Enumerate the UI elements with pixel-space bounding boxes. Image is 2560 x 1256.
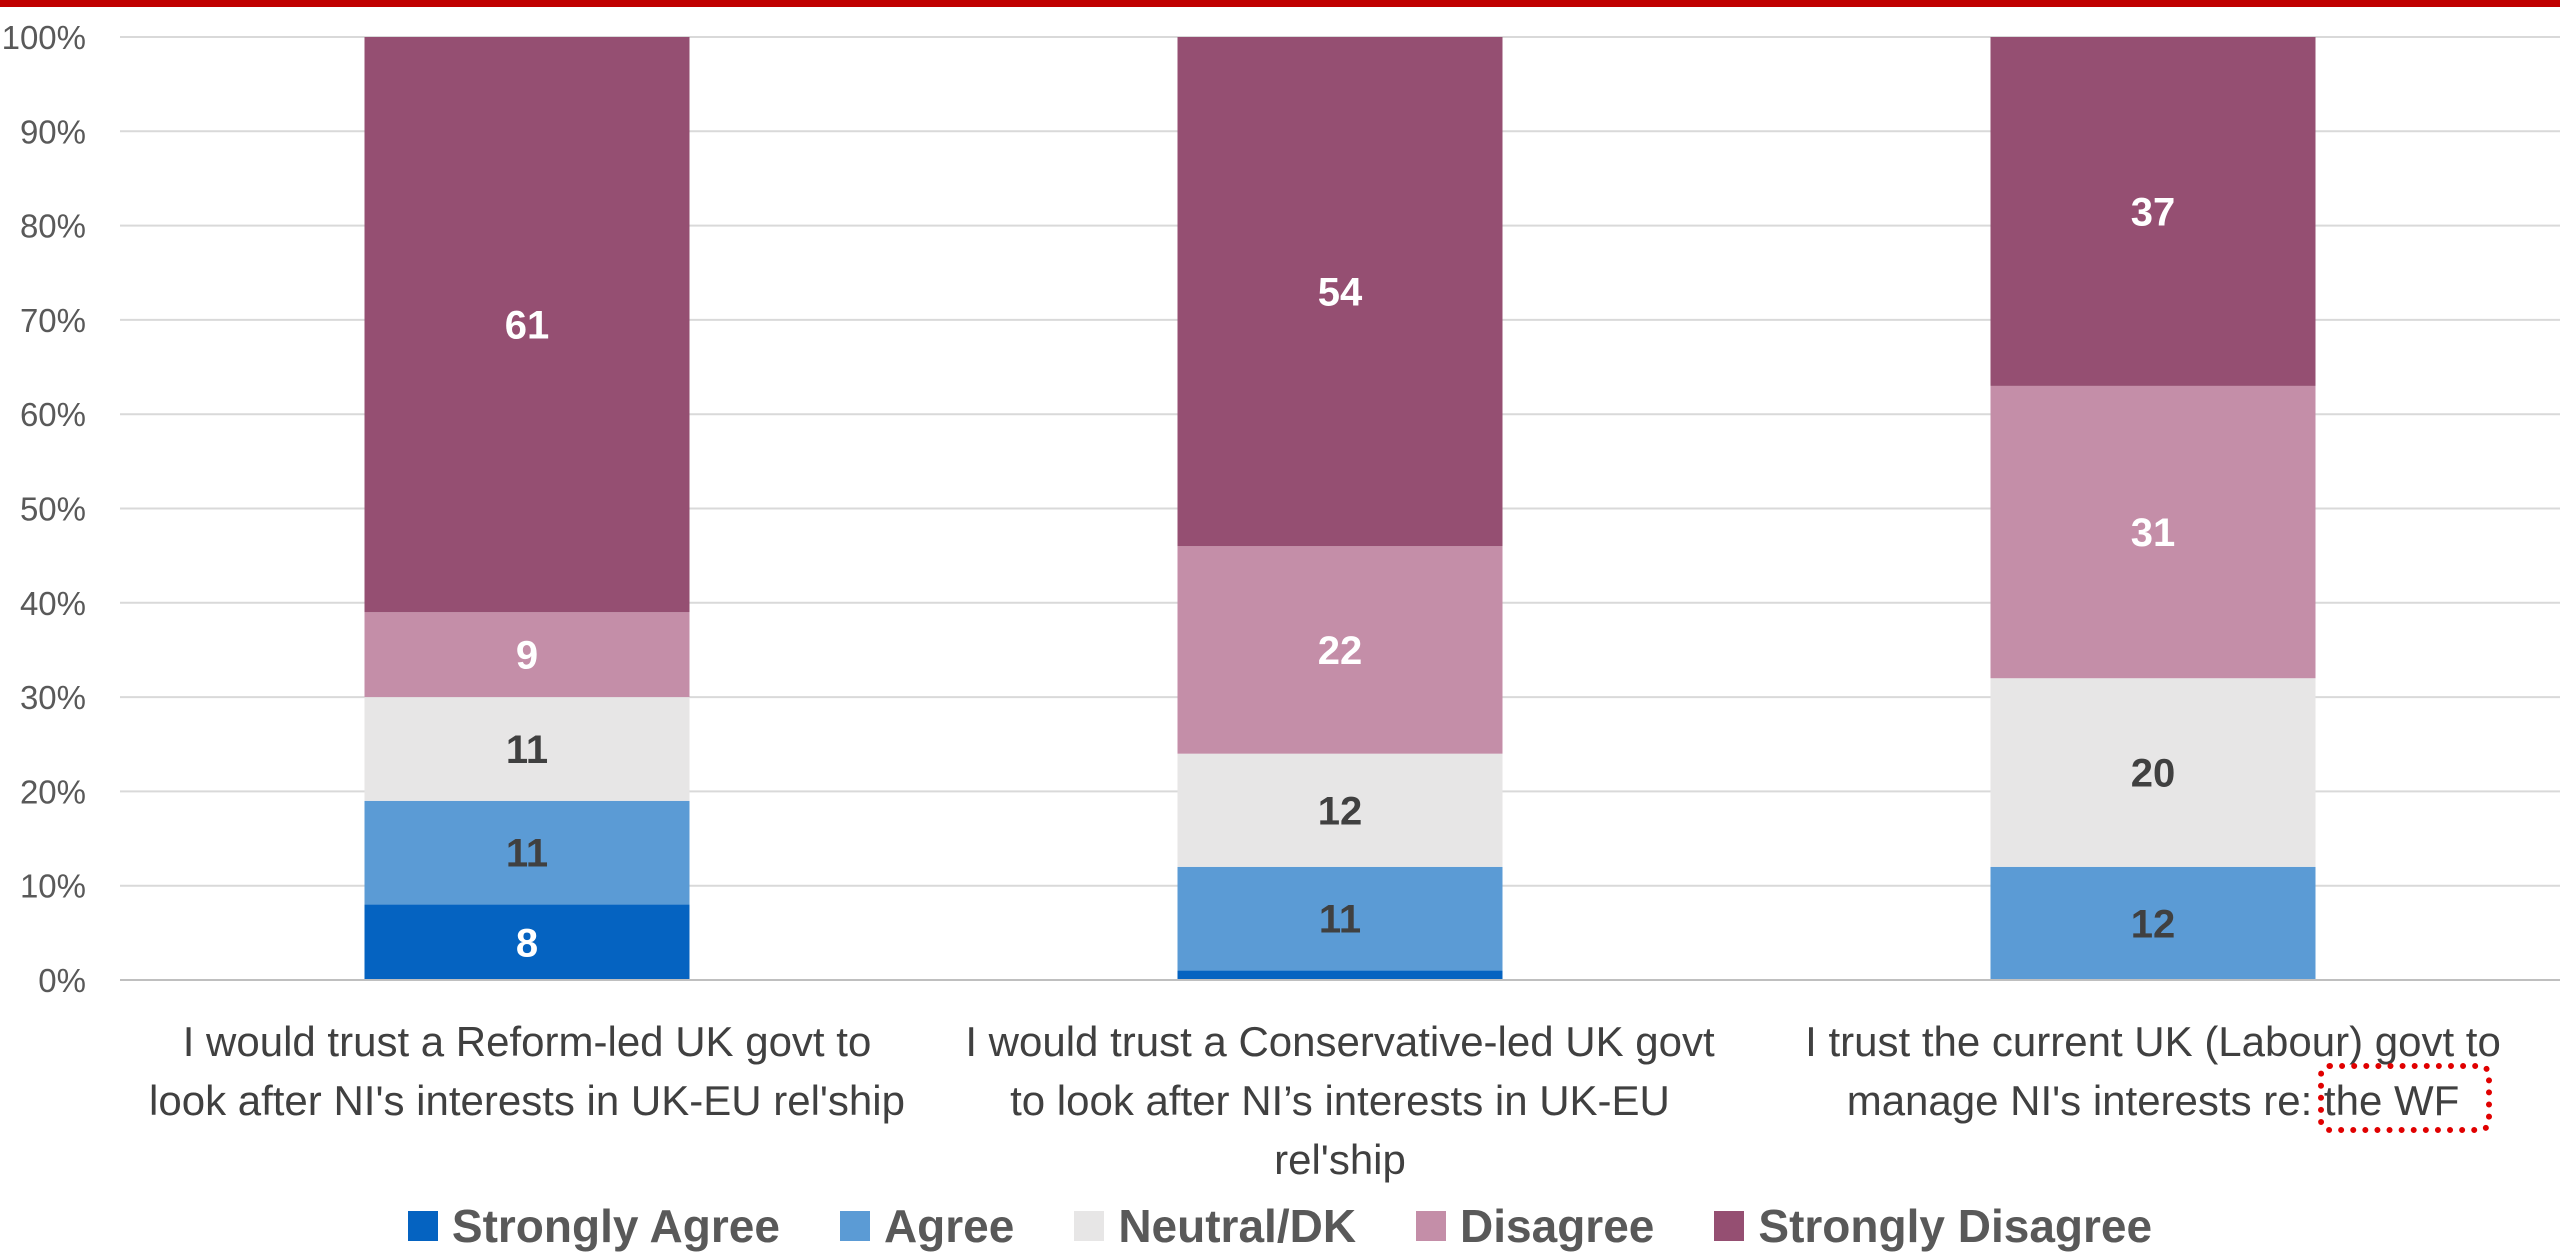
category-label: I would trust a Conservative-led UK govt: [965, 1018, 1715, 1065]
category-label: I would trust a Reform-led UK govt to: [183, 1018, 872, 1065]
legend-label-disagree: Disagree: [1460, 1200, 1655, 1252]
y-tick-label: 90%: [20, 113, 86, 150]
data-label: 61: [505, 304, 550, 348]
legend-label-strongly-disagree: Strongly Disagree: [1758, 1200, 2153, 1252]
top-accent-bar: [0, 0, 2560, 7]
y-tick-label: 100%: [2, 19, 86, 56]
y-tick-label: 0%: [38, 962, 86, 999]
bar-segment: [1177, 546, 1503, 754]
legend-label-strongly-agree: Strongly Agree: [451, 1200, 780, 1252]
legend-label-agree: Agree: [883, 1200, 1015, 1252]
legend-item-strongly-disagree: Strongly Disagree: [1714, 1199, 2152, 1253]
y-tick-label: 60%: [20, 396, 86, 433]
y-tick-label: 10%: [20, 868, 86, 905]
bar-segment: [1177, 753, 1503, 867]
bar-segment: [364, 904, 690, 980]
stacked-bar-chart: 0% 10% 20% 30% 40% 50% 60% 70% 80% 90% 100% 8 11 11 9 6…: [2, 19, 2560, 1183]
legend-item-strongly-agree: Strongly Agree: [407, 1199, 780, 1253]
bar-segment: [1177, 866, 1503, 971]
category-label: I trust the current UK (Labour) govt to: [1805, 1018, 2501, 1065]
bar-segment: [1990, 866, 2316, 980]
legend-item-neutral-dk: Neutral/DK: [1074, 1199, 1356, 1253]
highlight-annotation-box: [2318, 1063, 2492, 1133]
category-label: rel'ship: [1274, 1136, 1406, 1183]
bar-segment: [1990, 678, 2316, 867]
category-label: manage NI's interests re: the WF: [1847, 1077, 2460, 1124]
category-label: look after NI's interests in UK-EU rel's…: [149, 1077, 905, 1124]
data-label: 54: [1318, 271, 1363, 315]
y-tick-label: 20%: [20, 773, 86, 810]
bar-segment: [1990, 385, 2316, 679]
data-label: 8: [516, 921, 538, 965]
bar-segment: [1177, 37, 1503, 547]
chart-legend: Strongly Agree Agree Neutral/DK Disagree…: [0, 1196, 2560, 1256]
bar-segment: [1177, 970, 1503, 980]
bar-segment: [364, 697, 690, 801]
data-label: 12: [2131, 902, 2176, 946]
data-label: 9: [516, 634, 538, 678]
legend-label-neutral-dk: Neutral/DK: [1118, 1200, 1357, 1252]
data-label: 11: [1319, 898, 1361, 942]
y-tick-label: 50%: [20, 491, 86, 528]
data-label: 11: [506, 832, 548, 876]
y-tick-label: 70%: [20, 302, 86, 339]
y-tick-label: 80%: [20, 208, 86, 245]
y-tick-label: 40%: [20, 585, 86, 622]
legend-item-disagree: Disagree: [1416, 1199, 1654, 1253]
data-label: 31: [2131, 511, 2176, 555]
data-label: 20: [2131, 752, 2176, 796]
bar-segment: [364, 800, 690, 905]
legend-swatch-strongly-agree: [407, 1211, 438, 1241]
category-label: to look after NI’s interests in UK-EU: [1010, 1077, 1670, 1124]
legend-swatch-neutral-dk: [1074, 1211, 1105, 1241]
bar-segment: [364, 612, 690, 698]
data-label: 12: [1318, 789, 1363, 833]
bar-segment: [1990, 37, 2316, 386]
data-label: 22: [1318, 629, 1363, 673]
legend-item-agree: Agree: [839, 1199, 1015, 1253]
legend-swatch-disagree: [1416, 1211, 1447, 1241]
y-tick-label: 30%: [20, 679, 86, 716]
data-label: 11: [506, 728, 548, 772]
bar-segment: [364, 37, 690, 613]
data-label: 37: [2131, 190, 2176, 234]
legend-swatch-agree: [839, 1211, 870, 1241]
legend-swatch-strongly-disagree: [1714, 1211, 1745, 1241]
